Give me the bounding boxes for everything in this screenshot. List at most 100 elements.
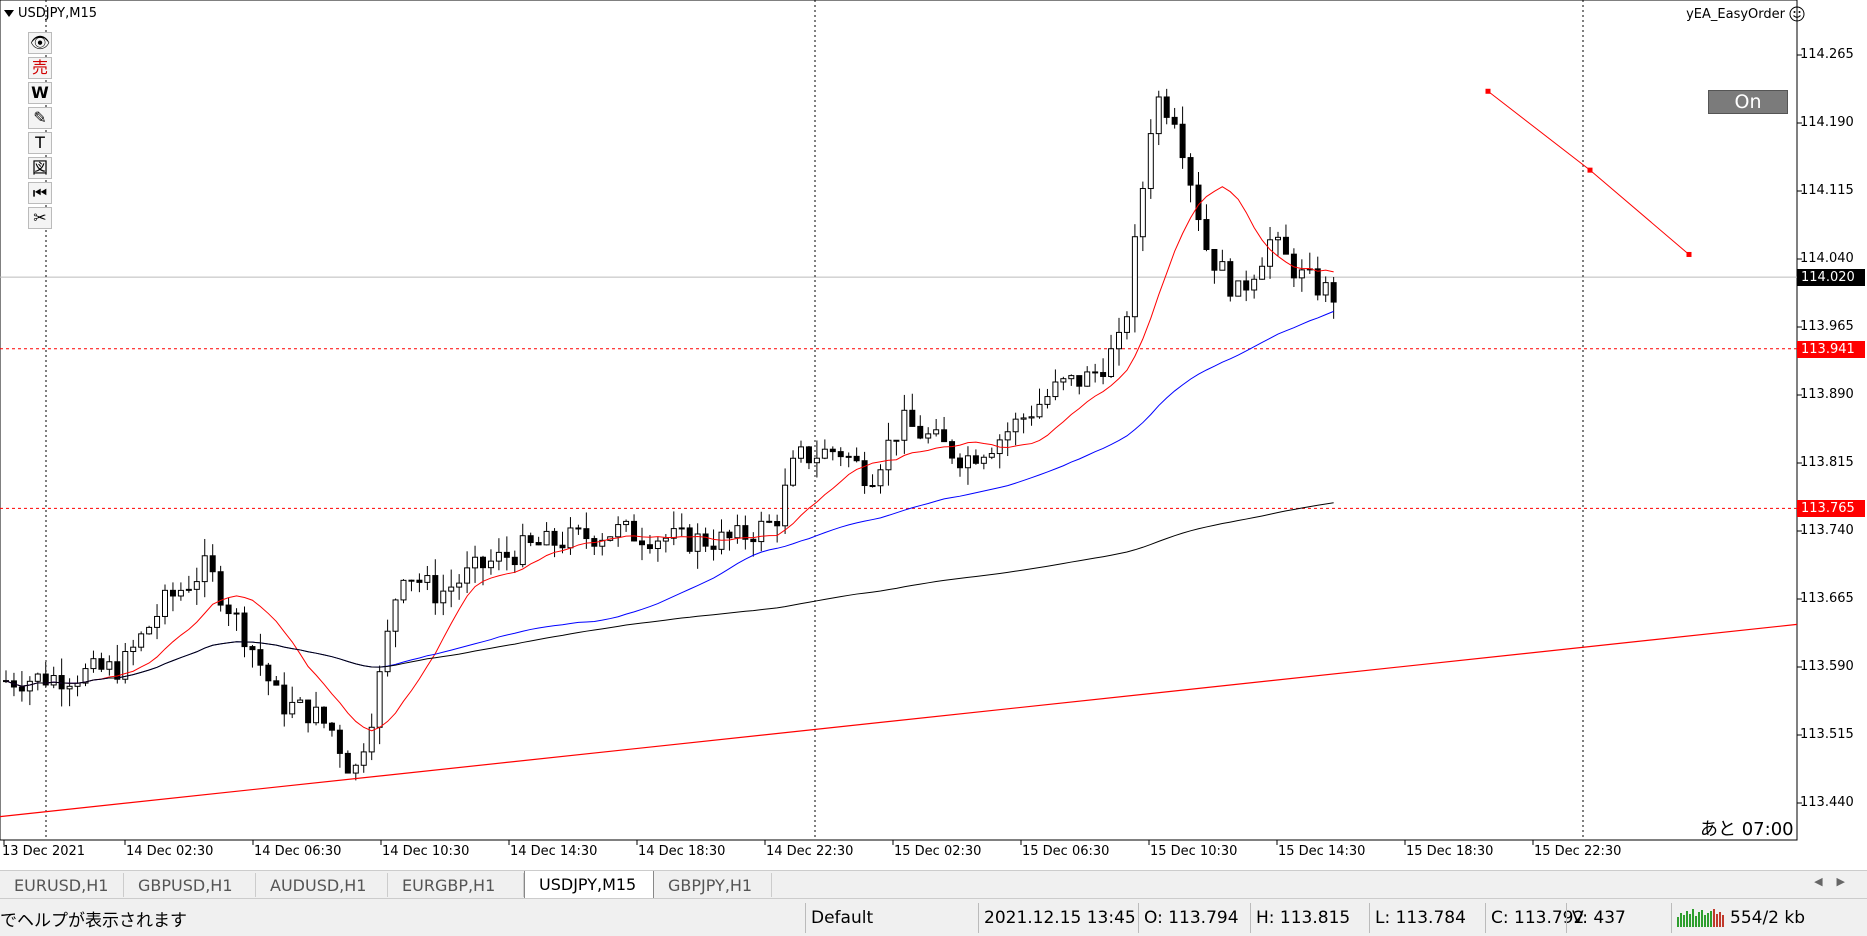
candle-body: [1171, 116, 1178, 125]
traffic-bar: [1716, 914, 1718, 927]
tab-eurusd-h1[interactable]: EURUSD,H1: [0, 873, 124, 897]
tab-gbpjpy-h1[interactable]: GBPJPY,H1: [654, 873, 772, 897]
candle-body: [1092, 371, 1099, 374]
status-bar: でヘルプが表示されます Default 2021.12.15 13:45 O: …: [0, 898, 1867, 936]
status-high: H: 113.815: [1256, 908, 1351, 928]
scissors-icon[interactable]: ✂: [28, 207, 52, 229]
candle-body: [1020, 417, 1027, 420]
chart-menu-triangle-icon[interactable]: [4, 10, 14, 17]
eye-icon[interactable]: 👁: [28, 32, 52, 54]
candle-body: [1163, 96, 1170, 118]
candle-body: [1012, 418, 1019, 433]
candle-body: [1131, 236, 1138, 318]
candle-body: [162, 589, 168, 617]
candle-body: [50, 675, 57, 686]
candle-body: [853, 455, 860, 462]
candle-body: [774, 521, 781, 527]
candle-body: [1235, 280, 1242, 297]
traffic-bar: [1722, 915, 1724, 927]
traffic-bar: [1677, 917, 1679, 927]
candle-body: [1251, 278, 1258, 291]
candle-body: [1187, 157, 1194, 186]
candle-body: [66, 685, 73, 690]
rewind-icon[interactable]: ⏮: [28, 182, 52, 204]
drawing-toolbar: 👁 売 W ✎ T 図 ⏮ ✂: [28, 32, 54, 232]
candle-body: [1036, 403, 1043, 418]
candle-body: [829, 448, 836, 453]
text-icon[interactable]: T: [28, 132, 52, 154]
tab-usdjpy-m15[interactable]: USDJPY,M15: [524, 871, 654, 899]
candle-body: [694, 533, 701, 552]
candle-body: [1139, 188, 1146, 238]
candle-body: [1282, 236, 1289, 255]
tab-audusd-h1[interactable]: AUDUSD,H1: [256, 873, 388, 897]
candle-body: [305, 699, 312, 724]
time-tick-label: 14 Dec 22:30: [766, 844, 854, 859]
candle-body: [1219, 261, 1226, 271]
candle-body: [34, 673, 41, 682]
time-tick-label: 15 Dec 02:30: [894, 844, 982, 859]
sell-icon[interactable]: 売: [28, 57, 52, 79]
status-divider: [1138, 903, 1139, 933]
candle-body: [639, 540, 645, 546]
candle-body: [1275, 236, 1281, 241]
candle-body: [42, 673, 49, 686]
candle-body: [1068, 375, 1075, 380]
candle-body: [901, 409, 908, 441]
candle-body: [575, 527, 582, 530]
candle-body: [631, 520, 638, 542]
candle-body: [821, 448, 828, 459]
chart-symbol-label[interactable]: USDJPY,M15: [4, 6, 97, 21]
candle-body: [1227, 261, 1234, 297]
traffic-bar: [1695, 916, 1697, 927]
pencil-icon[interactable]: ✎: [28, 107, 52, 129]
price-tick-label: 113.665: [1800, 591, 1854, 606]
traffic-bar: [1686, 911, 1688, 927]
status-volume: V: 437: [1572, 908, 1626, 928]
candle-body: [583, 528, 590, 540]
price-chart[interactable]: [0, 0, 1867, 870]
candle-body: [837, 451, 844, 458]
time-tick-label: 15 Dec 22:30: [1534, 844, 1622, 859]
candle-body: [201, 555, 208, 583]
candle-body: [321, 706, 327, 724]
candle-body: [949, 441, 956, 459]
candle-body: [678, 527, 685, 530]
candle-body: [885, 439, 892, 471]
status-traffic[interactable]: 554/2 kb: [1677, 907, 1805, 929]
candle-body: [336, 729, 343, 754]
candle-body: [535, 542, 542, 546]
status-divider: [978, 903, 979, 933]
price-tick-label: 114.265: [1800, 47, 1854, 62]
candle-body: [487, 560, 494, 569]
ea-on-button[interactable]: On: [1708, 90, 1788, 114]
time-tick-label: 14 Dec 14:30: [510, 844, 598, 859]
candle-body: [662, 537, 669, 542]
tab-right-icon[interactable]: ▶: [1836, 875, 1859, 888]
candle-body: [734, 525, 741, 539]
tab-gbpusd-h1[interactable]: GBPUSD,H1: [124, 873, 256, 897]
candle-body: [114, 661, 121, 680]
candle-body: [464, 567, 471, 584]
traffic-bar: [1713, 909, 1715, 927]
tab-eurgbp-h1[interactable]: EURGBP,H1: [388, 873, 524, 897]
figure-icon[interactable]: 図: [28, 157, 52, 179]
candle-body: [559, 544, 566, 549]
candle-body: [503, 551, 510, 558]
tab-left-icon[interactable]: ◀: [1814, 875, 1837, 888]
price-tick-label: 114.190: [1800, 115, 1854, 130]
candle-body: [400, 579, 407, 601]
price-tick-label: 113.890: [1800, 387, 1854, 402]
candle-body: [750, 538, 757, 543]
line-handle: [1587, 167, 1593, 173]
candle-body: [448, 586, 455, 592]
time-tick-label: 14 Dec 06:30: [254, 844, 342, 859]
candle-body: [456, 582, 463, 588]
candle-body: [273, 680, 280, 686]
tab-scroll-arrows[interactable]: ◀▶: [1814, 875, 1859, 888]
candle-body: [472, 556, 479, 569]
status-profile[interactable]: Default: [811, 908, 874, 928]
status-divider: [1566, 903, 1567, 933]
w-icon[interactable]: W: [28, 82, 52, 104]
